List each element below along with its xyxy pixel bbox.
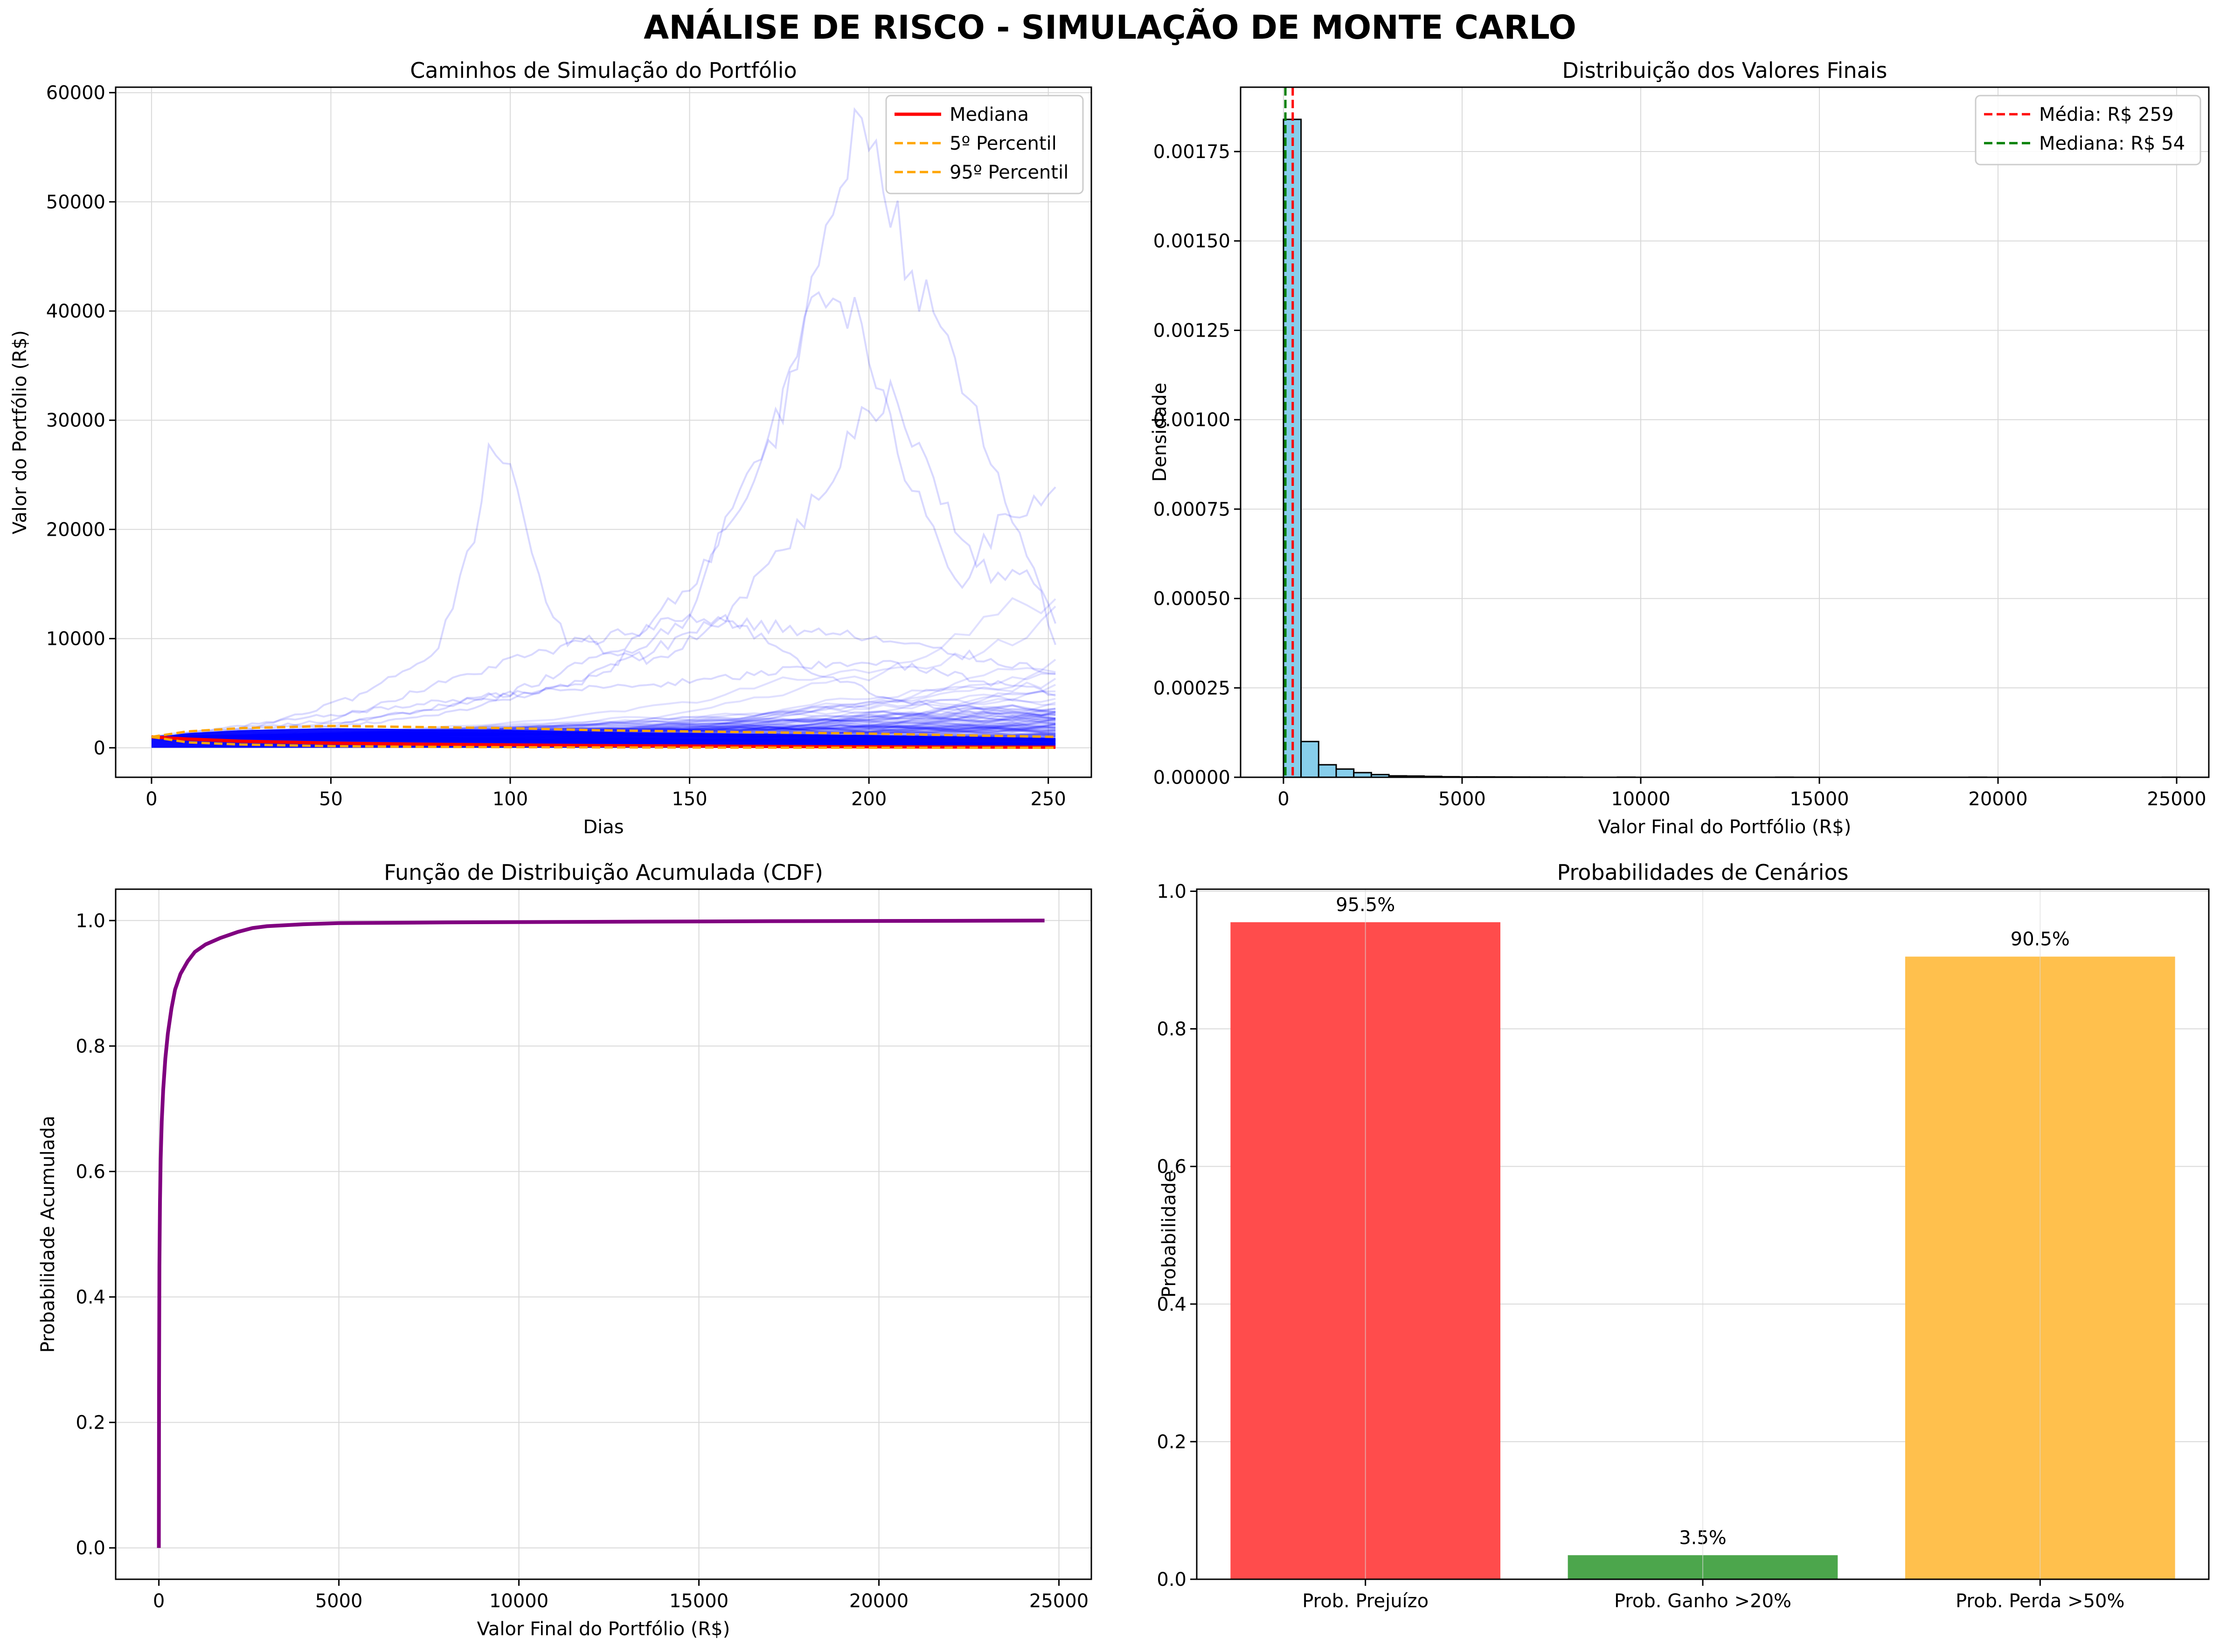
paths-panel: 0 10000 20000 30000 40000 50000 60000 0 50 100 150… [9, 58, 1092, 838]
cdf-frame [115, 888, 1092, 1580]
scen-ylabel: Probabilidade [1159, 1171, 1180, 1298]
paths-legend: Mediana 5º Percentil 95º Percentil [885, 95, 1084, 194]
hist-xtick-label: 20000 [1968, 788, 2027, 810]
cdf-ytick-label: 1.0 [76, 910, 105, 932]
cdf-plot-area [157, 919, 1045, 1548]
hist-xtick-label: 0 [1277, 788, 1289, 810]
paths-xtick-label: 100 [493, 788, 528, 810]
series-line-2 [151, 725, 1056, 738]
histogram-bar [1335, 768, 1355, 777]
hist-ytick-label: 0.00125 [1153, 320, 1230, 341]
cdf-xtick-label: 5000 [315, 1590, 363, 1612]
paths-ytick-label: 40000 [46, 301, 105, 322]
paths-xlabel: Dias [583, 816, 624, 838]
figure-title: ANÁLISE DE RISCO - SIMULAÇÃO DE MONTE CA… [644, 8, 1576, 47]
paths-title: Caminhos de Simulação do Portfólio [410, 58, 797, 83]
hist-ytick-label: 0.00025 [1153, 677, 1230, 699]
scen-ytick-label: 0.2 [1157, 1431, 1186, 1453]
cdf-ytick-label: 0.6 [76, 1161, 105, 1182]
paths-ytick-label: 50000 [46, 192, 105, 213]
hist-ytick-label: 0.00000 [1153, 767, 1230, 788]
paths-grid [116, 87, 1091, 777]
hist-xtick-label: 5000 [1438, 788, 1486, 810]
histogram-bar [1300, 740, 1319, 777]
legend-box [885, 95, 1084, 194]
paths-xtick-label: 50 [319, 788, 343, 810]
hist-xtick-label: 25000 [2147, 788, 2206, 810]
paths-xtick-label: 150 [672, 788, 707, 810]
simulated-path-outlier [151, 660, 1056, 739]
simulated-path-outlier [151, 613, 1056, 738]
cdf-ytick-label: 0.8 [76, 1036, 105, 1057]
legend-label: Média: R$ 259 [2039, 104, 2174, 125]
cdf-xlabel: Valor Final do Portfólio (R$) [477, 1618, 730, 1640]
simulated-path-outlier [151, 442, 1056, 739]
cdf-ytick-label: 0.4 [76, 1287, 105, 1308]
legend-label: Mediana [950, 104, 1029, 125]
series-line-1 [151, 735, 1056, 749]
paths-ytick-label: 0 [94, 738, 105, 759]
paths-ytick-label: 30000 [46, 410, 105, 431]
hist-ytick-label: 0.00075 [1153, 499, 1230, 520]
cdf-xtick-label: 15000 [669, 1590, 728, 1612]
paths-xtick-label: 250 [1031, 788, 1066, 810]
cdf-line [157, 919, 1045, 1548]
cdf-xtick-label: 20000 [849, 1590, 909, 1612]
simulated-path-outlier [151, 378, 1056, 738]
hist-grid [1241, 87, 2209, 778]
cdf-ytick-label: 0.2 [76, 1412, 105, 1434]
hist-xlabel: Valor Final do Portfólio (R$) [1598, 816, 1852, 838]
hist-xtick-label: 15000 [1790, 788, 1849, 810]
paths-ytick-label: 10000 [46, 629, 105, 650]
scen-ytick-label: 0.8 [1157, 1019, 1186, 1040]
legend-label: 95º Percentil [950, 162, 1068, 183]
hist-ytick-label: 0.00050 [1153, 588, 1230, 610]
legend-label: 5º Percentil [950, 133, 1057, 154]
cdf-xtick-label: 10000 [489, 1590, 548, 1612]
cdf-title: Função de Distribuição Acumulada (CDF) [384, 860, 823, 885]
histogram-bar [1318, 764, 1337, 777]
scen-ytick-label: 0.6 [1157, 1156, 1186, 1178]
paths-frame [115, 86, 1092, 778]
hist-ytick-label: 0.00100 [1153, 409, 1230, 431]
hist-ytick-label: 0.00150 [1153, 231, 1230, 252]
cdf-grid [116, 889, 1091, 1579]
paths-xtick-label: 0 [146, 788, 157, 810]
hist-legend: Média: R$ 259 Mediana: R$ 54 [1975, 95, 2201, 166]
hist-xtick-label: 10000 [1611, 788, 1670, 810]
cdf-ytick-label: 0.0 [76, 1538, 105, 1559]
scen-ytick-label: 1.0 [1157, 881, 1186, 902]
simulated-path-outlier [151, 107, 1056, 738]
hist-ytick-label: 0.00175 [1153, 141, 1230, 163]
scen-xtick-label: Prob. Prejuízo [1302, 1590, 1429, 1612]
hist-frame [1240, 86, 2210, 778]
scen-ytick-label: 0.4 [1157, 1294, 1186, 1315]
legend-box [1975, 95, 2201, 166]
cdf-xtick-label: 0 [153, 1590, 165, 1612]
paths-xtick-label: 200 [851, 788, 887, 810]
hist-plot-area [1283, 87, 2181, 777]
paths-ytick-label: 20000 [46, 519, 105, 540]
cdf-panel: 0.0 0.2 0.4 0.6 0.8 1.0 0 5000 10000 15000 20000 25… [37, 860, 1092, 1640]
scen-ytick-label: 0.0 [1157, 1569, 1186, 1590]
hist-panel: 0.00000 0.00025 0.00050 0.00075 0.00100 0.001… [1149, 58, 2210, 838]
paths-plot-area [151, 107, 1056, 749]
scen-xtick-label: Prob. Perda >50% [1956, 1590, 2124, 1612]
legend-label: Mediana: R$ 54 [2039, 133, 2185, 154]
hist-title: Distribuição dos Valores Finais [1562, 58, 1887, 83]
scen-xtick-label: Prob. Ganho >20% [1614, 1590, 1791, 1612]
cdf-xtick-label: 25000 [1029, 1590, 1089, 1612]
paths-ylabel: Valor do Portfólio (R$) [9, 330, 31, 534]
paths-ytick-label: 60000 [46, 83, 105, 104]
scen-title: Probabilidades de Cenários [1557, 860, 1848, 885]
hist-ylabel: Densidade [1149, 383, 1171, 482]
cdf-ylabel: Probabilidade Acumulada [37, 1116, 59, 1353]
